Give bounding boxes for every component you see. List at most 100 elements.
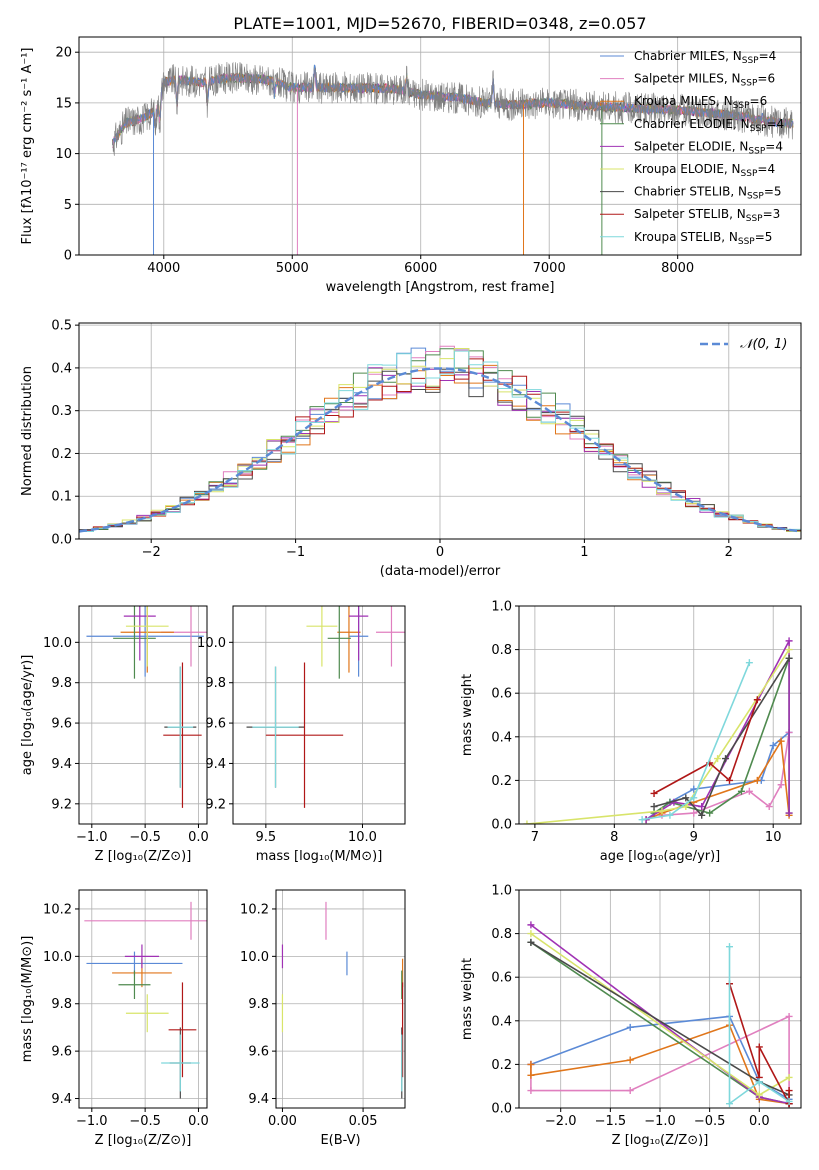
panel-mass-weight-vs-age: 7 8 9 10 0.0 0.2 0.4 0.6 0.8 1.0 age [log₁₀(age/yr…: [460, 600, 802, 864]
legend-entry: Salpeter MILES, NSSP=6: [634, 72, 775, 89]
gridlines: [276, 890, 405, 1108]
y-tick-label: 10.0: [197, 636, 226, 651]
plot-area: [246, 606, 405, 808]
legend-entry-name: Salpeter ELODIE, N: [634, 139, 748, 153]
legend-entry-suffix: =4: [757, 162, 775, 176]
x-axis-label: Z [log₁₀(Z/Z⊙)]: [95, 849, 192, 864]
x-tick-label: 9.5: [256, 830, 277, 845]
y-tick-label: 5: [64, 198, 72, 213]
weight-point-marker: [523, 820, 531, 824]
axes-frame: [78, 889, 208, 1109]
x-tick-label: −1.0: [76, 830, 108, 845]
panel-age-vs-mass: 9.5 10.0 9.2 9.4 9.6 9.8 10.0 mass [log₁₀(M/M⊙)…: [197, 605, 406, 864]
legend-entry: Salpeter STELIB, NSSP=3: [634, 207, 780, 224]
weight-point-marker: [785, 1087, 793, 1095]
weight-point-marker: [626, 1087, 634, 1095]
weight-point-marker: [765, 803, 773, 811]
weight-point-marker: [753, 696, 761, 704]
x-tick-label: 7: [531, 830, 539, 845]
weight-series-line: [653, 699, 759, 795]
x-tick-label: −2.0: [545, 1114, 577, 1129]
y-tick-label: 0.0: [491, 1102, 512, 1117]
x-tick-label: 5000: [276, 261, 309, 276]
y-tick-label: 10.0: [43, 950, 72, 965]
legend-entry-subscript: SSP: [742, 56, 759, 66]
weight-point-marker: [682, 794, 690, 802]
legend-entry: Salpeter ELODIE, NSSP=4: [634, 139, 783, 156]
y-tick-label: 9.4: [205, 757, 226, 772]
axes-frame: [78, 605, 208, 825]
axes-frame: [275, 889, 406, 1109]
x-tick-label: −2: [142, 545, 161, 560]
y-tick-label: 0.6: [491, 687, 512, 702]
legend-entry-subscript: SSP: [733, 101, 750, 111]
y-tick-label: 0.3: [51, 404, 72, 419]
weight-point-marker: [638, 816, 646, 824]
plot-area: [281, 901, 404, 1099]
x-tick-label: 10.0: [348, 830, 377, 845]
gridlines: [233, 606, 405, 824]
legend-entry-subscript: SSP: [746, 214, 763, 224]
weight-point-marker: [722, 755, 730, 763]
plot-area: [86, 606, 207, 808]
y-tick-label: 1.0: [491, 600, 512, 615]
weight-point-marker: [626, 1023, 634, 1031]
weight-series-line: [645, 738, 790, 821]
x-tick-label: 4000: [147, 261, 180, 276]
x-axis-label: (data-model)/error: [380, 564, 501, 579]
y-tick-label: 10.2: [43, 902, 72, 917]
plot-area: [523, 637, 793, 824]
y-tick-label: 0.2: [491, 774, 512, 789]
legend-entry-suffix: =4: [765, 139, 783, 153]
axes-frame: [78, 36, 802, 256]
legend-entry-subscript: SSP: [750, 124, 767, 134]
y-tick-label: 15: [55, 96, 72, 111]
legend-entry-subscript: SSP: [741, 79, 758, 89]
legend-entry-subscript: SSP: [748, 146, 765, 156]
legend-entry-name: Salpeter MILES, N: [634, 72, 741, 86]
panel-spectrum: 4000 5000 6000 7000 8000 0 5 10 15 20 wavelength […: [20, 36, 802, 295]
legend-entry: Kroupa STELIB, NSSP=5: [634, 230, 772, 247]
legend-entry: Kroupa MILES, NSSP=6: [634, 94, 767, 111]
weight-series-line: [645, 640, 790, 821]
y-axis-label: age [log₁₀(age/yr)]: [20, 655, 35, 776]
y-tick-label: 9.8: [51, 676, 72, 691]
y-axis-label: Normed distribution: [20, 366, 35, 496]
x-tick-label: −1.0: [76, 1114, 108, 1129]
panel-age-vs-Z: −1.0 −0.5 0.0 9.2 9.4 9.6 9.8 10.0 Z [log₁₀(Z/Z⊙…: [20, 605, 209, 864]
gridlines: [79, 890, 207, 1108]
weight-point-marker: [690, 785, 698, 793]
gridlines: [79, 606, 207, 824]
weight-point-marker: [769, 742, 777, 750]
axes-frame: [232, 605, 406, 825]
x-tick-label: 0.0: [188, 830, 209, 845]
y-tick-label: 10.2: [240, 902, 269, 917]
y-tick-label: 0.5: [51, 319, 72, 334]
weight-point-marker: [690, 794, 698, 802]
gaussian-curve: [79, 367, 799, 533]
weight-point-marker: [527, 921, 535, 929]
y-axis-label: Flux [fλ10⁻¹⁷ erg cm⁻² s⁻¹ A⁻¹]: [20, 48, 35, 245]
legend-entry: 𝒩(0, 1): [740, 337, 787, 352]
plot-area: [111, 61, 794, 255]
legend-entry-suffix: =5: [764, 185, 782, 199]
legend-entry-name: Kroupa ELODIE, N: [634, 162, 741, 176]
weight-point-marker: [777, 737, 785, 745]
x-axis-label: E(B-V): [320, 1133, 360, 1148]
residual-histogram: [79, 358, 801, 532]
x-tick-label: 6000: [404, 261, 437, 276]
weight-point-marker: [755, 1091, 763, 1099]
weight-series-line: [728, 946, 790, 1106]
y-tick-label: 9.6: [51, 1045, 72, 1060]
panel-residuals: −2 −1 0 1 2 0.0 0.1 0.2 0.3 0.4 0.5 (data-model)/er…: [20, 319, 802, 579]
x-axis-label: age [log₁₀(age/yr)]: [600, 849, 721, 864]
weight-point-marker: [726, 1100, 734, 1108]
weight-point-marker: [785, 1073, 793, 1081]
weight-point-marker: [527, 938, 535, 946]
y-tick-label: 0.0: [491, 818, 512, 833]
panel-mass-weight-vs-Z: −2.0 −1.5 −1.0 −0.5 0.0 0.0 0.2 0.4 0.6 0.8 1.0 Z […: [460, 884, 802, 1148]
y-tick-label: 9.6: [248, 1045, 269, 1060]
y-tick-label: 0.4: [51, 361, 72, 376]
